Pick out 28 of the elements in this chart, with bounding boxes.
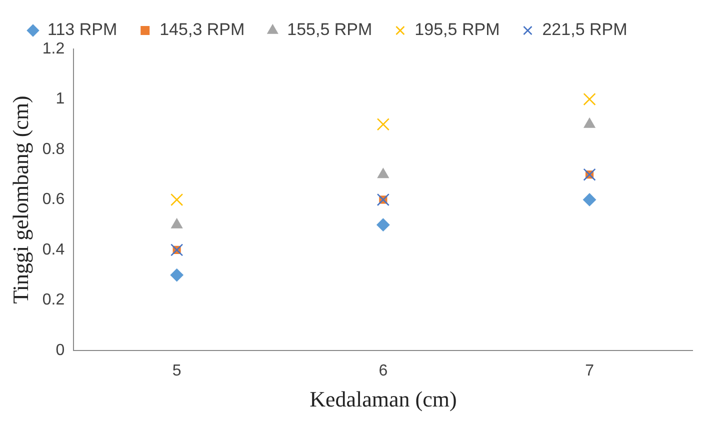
point [377,168,389,178]
legend-label: 113 RPM [48,20,118,40]
point [583,92,596,106]
y-tick-label: 0.8 [42,140,65,158]
y-tick-label: 1.2 [42,40,65,58]
legend-label: 195,5 RPM [414,20,500,40]
point [583,168,596,181]
y-tick-label: 0 [56,342,65,359]
y-tick-label: 1 [56,90,65,108]
x-tick-label: 5 [172,362,182,380]
x-tick-label: 6 [378,362,388,380]
point [170,193,184,206]
point [376,118,390,131]
legend-label: 155,5 RPM [287,20,372,40]
y-tick-label: 0.6 [42,191,65,208]
point [584,118,596,128]
point [170,268,184,282]
x-axis-title: Kedalaman (cm) [310,386,457,412]
legend-label: 145,3 RPM [160,20,245,40]
y-tick-label: 0.4 [42,241,65,258]
legend-label: 221,5 RPM [542,20,628,40]
point [376,218,390,232]
point [583,193,596,206]
point [376,193,390,206]
x-tick-label: 7 [585,362,594,380]
point [170,244,184,256]
y-tick-label: 0.2 [42,292,65,309]
y-axis-title: Tinggi gelombang (cm) [8,96,33,304]
